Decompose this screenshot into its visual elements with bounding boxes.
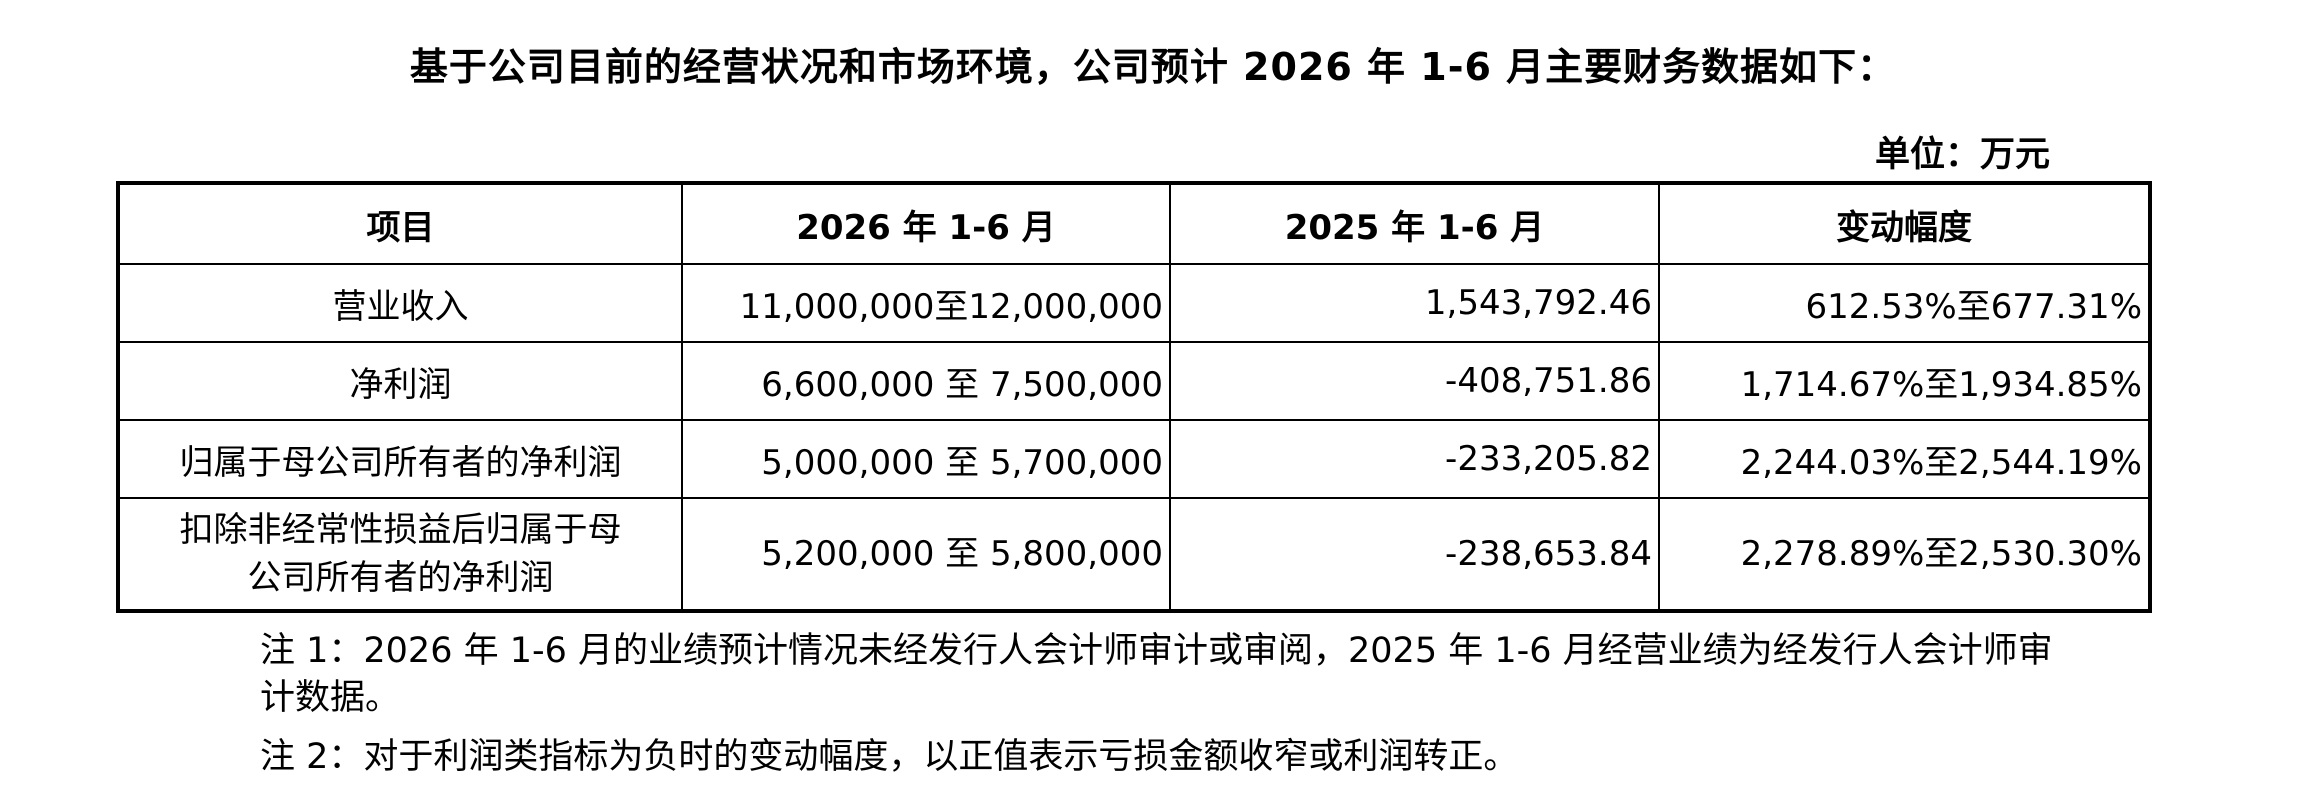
cell: 1,543,792.46 (1169, 263, 1660, 343)
data-table: 项目 2026 年 1-6 月 2025 年 1-6 月变动幅度 营业收入 11,00… (116, 181, 2152, 613)
table-row: 净利润 6,600,000 至 7,500,000 -408,751.86 1,714… (117, 341, 2151, 421)
unit: 单位：万元 (1874, 135, 2050, 175)
notes: 注 1：2026 年 1-6 月的业绩预计情况未经发行人会计师审计或审阅，202… (260, 628, 2060, 793)
cell: 612.53%至677.31% (1658, 263, 2151, 343)
header-cell: 2025 年 1-6 月 (1169, 182, 1660, 265)
header-row: 项目 2026 年 1-6 月 2025 年 1-6 月变动幅度 (117, 182, 2151, 265)
table-body: 营业收入 11,000,000至12,000,000 1,543,792.46 612… (117, 263, 2151, 612)
cell: 2,244.03%至2,544.19% (1658, 419, 2151, 499)
table-row: 扣除非经常性损益后归属于母公司所有者的净利润 5,200,000 至 5,800,… (117, 497, 2151, 612)
header-cell: 变动幅度 (1658, 182, 2151, 265)
table-row: 营业收入 11,000,000至12,000,000 1,543,792.46 612… (117, 263, 2151, 343)
row-label: 扣除非经常性损益后归属于母公司所有者的净利润 (117, 497, 683, 612)
header-cell: 项目 (117, 182, 683, 265)
note: 注 2：对于利润类指标为负时的变动幅度，以正值表示亏损金额收窄或利润转正。 (260, 737, 1519, 777)
table-row: 归属于母公司所有者的净利润 5,000,000 至 5,700,000 -233,2… (117, 419, 2151, 499)
cell: -238,653.84 (1169, 497, 1660, 612)
cell: 5,000,000 至 5,700,000 (681, 419, 1171, 499)
cell: 11,000,000至12,000,000 (681, 263, 1171, 343)
row-label: 净利润 (117, 341, 683, 421)
row-label: 营业收入 (117, 263, 683, 343)
note: 注 1：2026 年 1-6 月的业绩预计情况未经发行人会计师审计或审阅，202… (260, 631, 2053, 718)
page: {"title": "基于公司目前的经营状况和市场环境，公司预计 2026 年 … (116, 45, 2152, 777)
header-cell: 2026 年 1-6 月 (681, 182, 1171, 265)
title: 基于公司目前的经营状况和市场环境，公司预计 2026 年 1-6 月主要财务数据… (409, 45, 1897, 89)
cell: 2,278.89%至2,530.30% (1658, 497, 2151, 612)
row-label: 归属于母公司所有者的净利润 (117, 419, 683, 499)
cell: 6,600,000 至 7,500,000 (681, 341, 1171, 421)
cell: 5,200,000 至 5,800,000 (681, 497, 1171, 612)
cell: -408,751.86 (1169, 341, 1660, 421)
cell: -233,205.82 (1169, 419, 1660, 499)
cell: 1,714.67%至1,934.85% (1658, 341, 2151, 421)
